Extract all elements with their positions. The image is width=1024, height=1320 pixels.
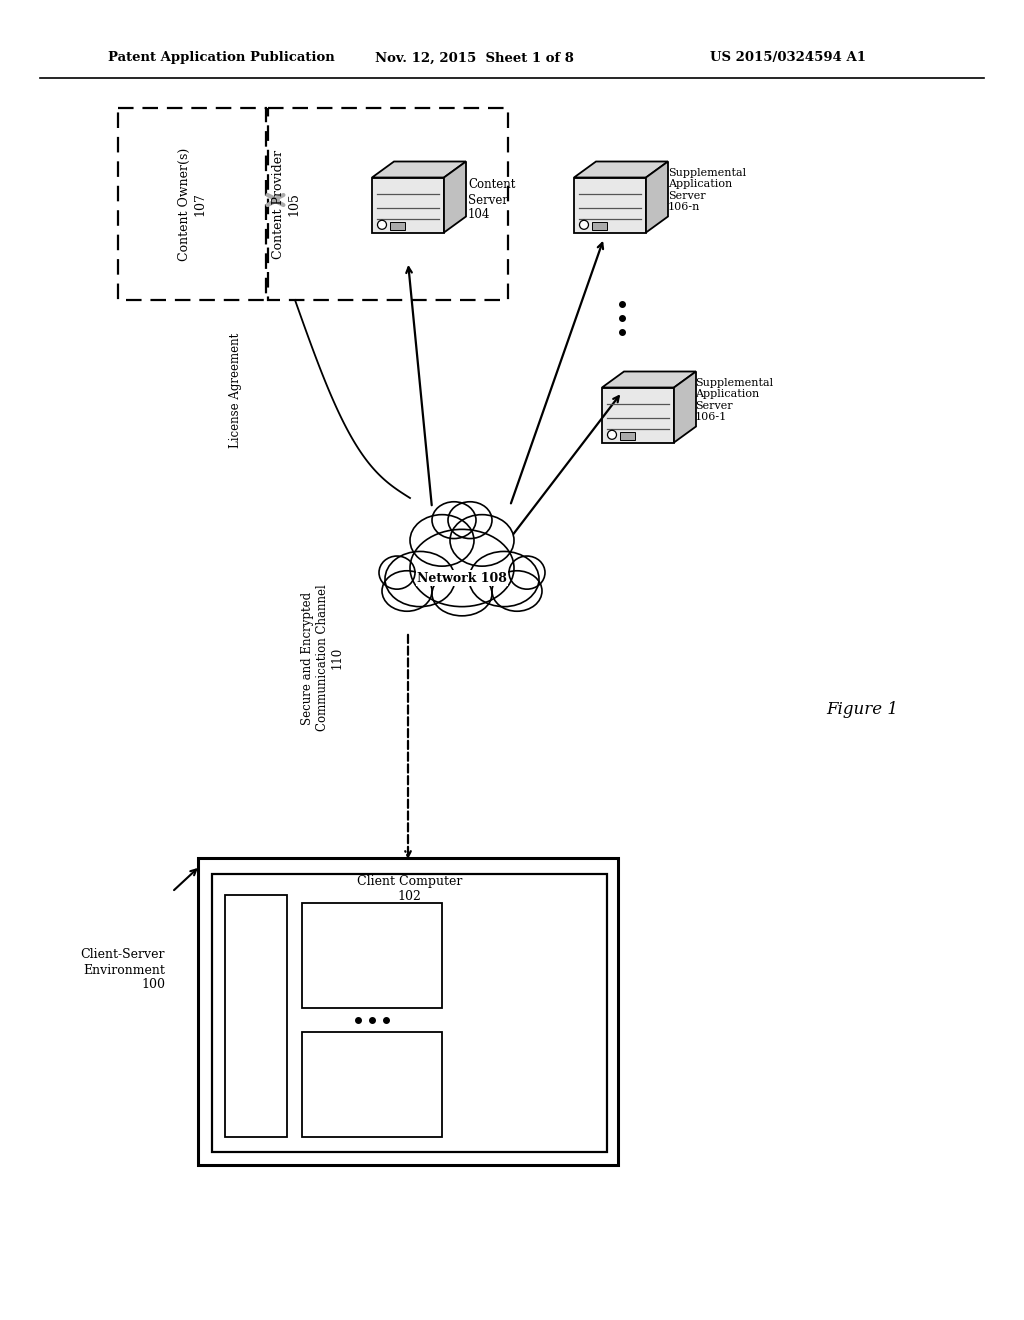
Text: Supplemental
Application
Server
106-n: Supplemental Application Server 106-n: [668, 168, 746, 213]
Polygon shape: [602, 371, 696, 388]
FancyBboxPatch shape: [302, 1032, 442, 1137]
Circle shape: [580, 220, 589, 230]
Text: Supplemental
Application
114-n: Supplemental Application 114-n: [331, 1063, 414, 1106]
Text: License Agreement: License Agreement: [228, 333, 242, 447]
Text: Patent Application Publication: Patent Application Publication: [108, 51, 335, 65]
FancyBboxPatch shape: [225, 895, 287, 1137]
Polygon shape: [444, 161, 466, 232]
FancyBboxPatch shape: [198, 858, 618, 1166]
Text: Content
Server
104: Content Server 104: [468, 178, 515, 222]
Polygon shape: [674, 371, 696, 442]
Ellipse shape: [469, 552, 539, 607]
Polygon shape: [602, 388, 674, 442]
Polygon shape: [574, 177, 646, 232]
Ellipse shape: [432, 502, 476, 539]
Text: Client-Server
Environment
100: Client-Server Environment 100: [81, 949, 165, 991]
Text: Supplemental
Application
114-1: Supplemental Application 114-1: [331, 935, 414, 977]
Ellipse shape: [509, 556, 545, 589]
FancyBboxPatch shape: [592, 222, 607, 230]
FancyBboxPatch shape: [390, 222, 406, 230]
Text: Supplemental
Application
Server
106-1: Supplemental Application Server 106-1: [695, 378, 773, 422]
Ellipse shape: [450, 515, 514, 566]
Text: Network 108: Network 108: [417, 572, 507, 585]
Text: Client Computer
102: Client Computer 102: [356, 875, 462, 903]
Text: Host Application 112: Host Application 112: [251, 957, 261, 1076]
Polygon shape: [372, 177, 444, 232]
Text: Secure and Encrypted
Communication Channel
110: Secure and Encrypted Communication Chann…: [300, 585, 343, 731]
Ellipse shape: [432, 572, 492, 616]
Text: Content Owner(s)
107: Content Owner(s) 107: [178, 148, 206, 260]
Text: Figure 1: Figure 1: [826, 701, 898, 718]
Polygon shape: [372, 161, 466, 177]
Polygon shape: [646, 161, 668, 232]
FancyBboxPatch shape: [212, 874, 607, 1152]
Circle shape: [607, 430, 616, 440]
Circle shape: [378, 220, 386, 230]
Ellipse shape: [492, 570, 542, 611]
FancyBboxPatch shape: [620, 432, 635, 440]
Ellipse shape: [385, 552, 455, 607]
Ellipse shape: [410, 515, 474, 566]
FancyBboxPatch shape: [302, 903, 442, 1008]
Ellipse shape: [410, 529, 514, 607]
Text: US 2015/0324594 A1: US 2015/0324594 A1: [710, 51, 866, 65]
Ellipse shape: [382, 570, 432, 611]
Text: Content Provider
105: Content Provider 105: [272, 149, 300, 259]
Polygon shape: [574, 161, 668, 177]
Text: Nov. 12, 2015  Sheet 1 of 8: Nov. 12, 2015 Sheet 1 of 8: [375, 51, 573, 65]
Ellipse shape: [379, 556, 415, 589]
Ellipse shape: [449, 502, 492, 539]
